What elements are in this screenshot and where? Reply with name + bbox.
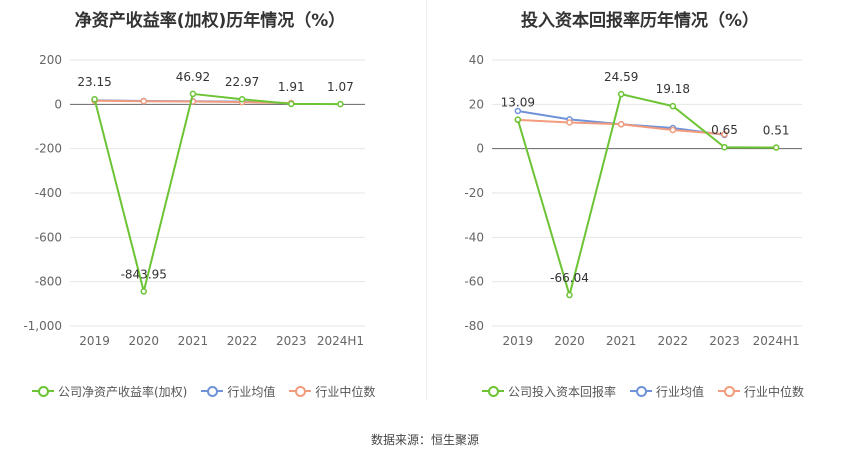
data-label: 13.09	[501, 96, 535, 110]
x-tick-label: 2024H1	[317, 334, 364, 348]
x-tick-label: 2020	[554, 334, 585, 348]
chart-title-roic: 投入资本回报率历年情况（%）	[520, 11, 760, 31]
y-tick-label: -1,000	[23, 319, 62, 333]
y-tick-label: 40	[469, 53, 484, 67]
data-label: 0.65	[711, 123, 738, 137]
y-tick-label: -80	[464, 319, 484, 333]
data-label: 19.18	[656, 82, 690, 96]
data-label: 46.92	[176, 70, 210, 84]
legend-swatch	[201, 385, 224, 397]
x-tick-label: 2021	[178, 334, 209, 348]
y-tick-label: 0	[476, 142, 484, 156]
y-tick-label: -400	[35, 186, 62, 200]
y-tick-label: 200	[39, 53, 62, 67]
data-point	[140, 288, 147, 295]
legend-label: 行业均值	[656, 384, 705, 399]
x-tick-label: 2023	[709, 334, 740, 348]
legend-label: 公司净资产收益率(加权)	[58, 384, 188, 399]
data-point	[669, 102, 677, 110]
data-point	[721, 143, 728, 151]
data-point	[91, 95, 98, 103]
chart-divider	[426, 0, 427, 400]
legend-roe: 公司净资产收益率(加权) 行业均值 行业中位数	[32, 381, 389, 401]
y-tick-label: -800	[35, 275, 62, 289]
data-label: -843.95	[121, 267, 167, 281]
data-source-note: 数据来源：恒生聚源	[370, 433, 479, 447]
x-tick-label: 2021	[606, 334, 637, 348]
data-point	[566, 291, 573, 299]
legend-swatch	[289, 385, 312, 397]
legend-label: 行业中位数	[744, 384, 805, 399]
legend-label: 行业均值	[227, 384, 276, 399]
x-tick-label: 2020	[128, 334, 159, 348]
legend-swatch	[718, 385, 741, 397]
legend-label: 行业中位数	[315, 384, 376, 399]
x-tick-label: 2019	[503, 334, 534, 348]
x-tick-label: 2019	[79, 334, 110, 348]
legend-item[interactable]: 行业中位数	[718, 383, 804, 400]
data-point	[140, 97, 147, 105]
y-tick-label: -200	[35, 142, 62, 156]
series-line	[93, 92, 341, 293]
legend-item[interactable]: 公司投入资本回报率	[482, 383, 616, 400]
data-point	[566, 119, 573, 126]
data-label: -66.04	[550, 271, 589, 285]
legend-roic: 公司投入资本回报率 行业均值 行业中位数	[482, 381, 818, 401]
data-label: 22.97	[225, 75, 259, 89]
y-tick-label: -20	[464, 186, 484, 200]
data-point	[514, 107, 522, 115]
legend-item[interactable]: 公司净资产收益率(加权)	[32, 383, 187, 400]
data-label: 24.59	[604, 70, 638, 84]
data-point	[669, 126, 677, 134]
data-point	[337, 100, 344, 108]
data-label: 0.51	[763, 124, 790, 138]
chart-title-roe: 净资产收益率(加权)历年情况（%）	[74, 11, 346, 31]
data-point	[772, 144, 780, 151]
legend-swatch	[32, 385, 54, 397]
legend-item[interactable]: 行业均值	[201, 383, 275, 400]
y-tick-label: 0	[54, 97, 62, 111]
legend-item[interactable]: 行业中位数	[289, 383, 375, 400]
legend-swatch	[482, 385, 504, 397]
data-point	[189, 90, 197, 98]
legend-label: 公司投入资本回报率	[508, 384, 617, 399]
data-label: 1.07	[327, 80, 354, 94]
legend-swatch	[630, 385, 653, 397]
x-tick-label: 2022	[227, 334, 258, 348]
y-tick-label: -60	[464, 275, 484, 289]
data-point	[617, 90, 625, 98]
data-point	[617, 121, 625, 128]
x-tick-label: 2024H1	[753, 334, 800, 348]
series-line	[516, 93, 777, 297]
y-tick-label: -40	[464, 230, 484, 244]
data-point	[288, 100, 295, 108]
legend-item[interactable]: 行业均值	[630, 383, 704, 400]
x-tick-label: 2022	[658, 334, 689, 348]
data-point	[238, 95, 246, 103]
y-tick-label: 20	[469, 97, 484, 111]
data-point	[514, 116, 522, 123]
data-label: 1.91	[278, 80, 305, 94]
x-tick-label: 2023	[276, 334, 307, 348]
y-tick-label: -600	[35, 230, 62, 244]
data-point	[721, 131, 728, 138]
data-label: 23.15	[77, 75, 111, 89]
